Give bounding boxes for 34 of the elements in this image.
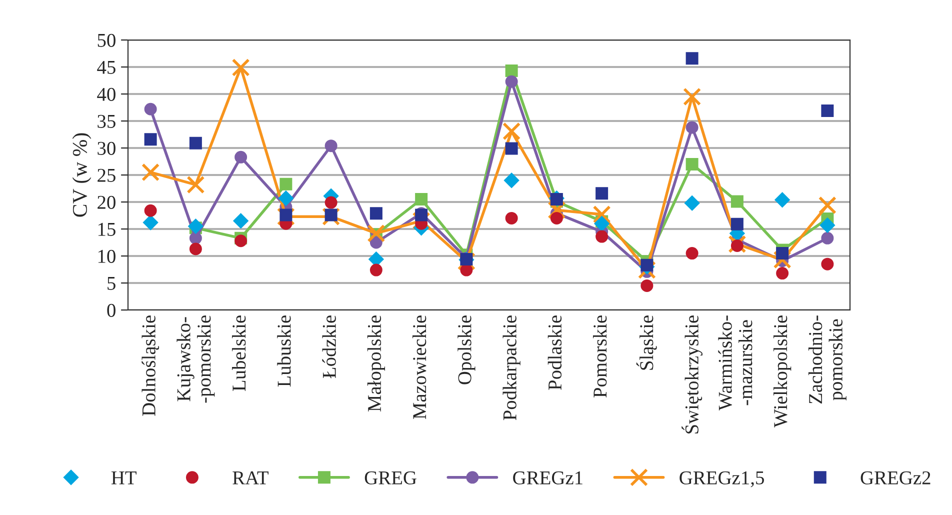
y-tick-label: 5 — [108, 277, 116, 290]
x-tick-label: Kujawsko- -pomorskie — [176, 316, 215, 403]
x-tick-label: Wielkopolskie — [773, 316, 792, 428]
x-tick-label: Opolskie — [458, 316, 476, 384]
legend-label: GREG — [364, 471, 416, 484]
y-tick-label: 0 — [107, 304, 116, 317]
x-tick-label: Mazowieckie — [412, 316, 426, 420]
x-tick-label: Małopolskie — [367, 316, 386, 412]
y-tick-label: 35 — [98, 114, 116, 128]
y-tick-label: 10 — [98, 250, 116, 263]
x-tick-label: Lubelskie — [232, 316, 246, 391]
x-tick-label: Warmińsko- -mazurskie — [718, 316, 752, 410]
legend-label: RAT — [232, 471, 268, 484]
y-tick-label: 45 — [97, 60, 116, 74]
legend-label: GREGz1,5 — [680, 471, 764, 488]
y-tick-label: 15 — [98, 222, 116, 236]
y-tick-label: 50 — [98, 34, 116, 47]
y-tick-label: 40 — [97, 88, 116, 101]
legend-label: GREGz2 — [860, 471, 930, 484]
x-tick-label: Podkarpackie — [502, 316, 520, 420]
x-tick-label: Łódzkie — [322, 316, 336, 378]
x-tick-label: Świętokrzyskie — [682, 316, 702, 434]
x-tick-label: Dolnośląskie — [142, 316, 160, 416]
x-tick-label: Lubuskie — [277, 316, 291, 387]
legend-label: HT — [111, 471, 136, 484]
legend-label: GREGz1 — [513, 471, 582, 484]
y-axis-title: CV (w %) — [72, 133, 92, 217]
y-tick-label: 25 — [98, 168, 116, 182]
x-tick-label: Podlaskie — [548, 316, 562, 390]
x-tick-label: Pomorskie — [592, 316, 607, 398]
y-tick-label: 20 — [98, 196, 116, 209]
x-tick-label: Śląskie — [636, 316, 657, 370]
x-tick-label: Zachodnio- pomorskie — [808, 316, 846, 404]
y-tick-label: 30 — [98, 142, 116, 155]
